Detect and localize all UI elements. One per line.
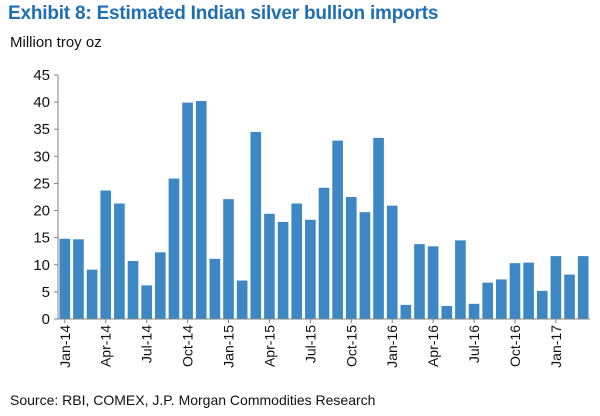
y-tick-label: 40 xyxy=(33,94,50,111)
bar-apr-16 xyxy=(427,246,439,319)
bar-sep-16 xyxy=(496,279,507,319)
x-tick-label: Jan-15 xyxy=(221,325,237,368)
x-tick-label: Jul-16 xyxy=(466,325,482,363)
y-tick-label: 10 xyxy=(33,257,50,274)
y-tick-label: 30 xyxy=(33,148,50,165)
x-tick-label: Apr-15 xyxy=(261,325,277,367)
page-title: Exhibit 8: Estimated Indian silver bulli… xyxy=(8,3,439,24)
bar-dec-16 xyxy=(536,290,548,319)
source-note: Source: RBI, COMEX, J.P. Morgan Commodit… xyxy=(10,392,376,408)
y-tick-label: 20 xyxy=(33,203,50,220)
bar-aug-15 xyxy=(318,187,330,319)
x-tick-label: Apr-14 xyxy=(98,325,114,367)
bar-sep-15 xyxy=(332,140,343,319)
bar-jan-17 xyxy=(550,256,562,319)
y-tick-label: 35 xyxy=(33,121,50,138)
bar-feb-15 xyxy=(236,280,248,319)
y-axis-label: Million troy oz xyxy=(10,34,102,51)
bar-feb-17 xyxy=(564,274,575,319)
bar-jun-14 xyxy=(127,260,139,319)
bar-mar-14 xyxy=(86,269,98,319)
bar-nov-16 xyxy=(523,262,534,319)
x-tick-label: Jan-14 xyxy=(57,325,73,368)
bar-feb-16 xyxy=(400,304,412,319)
bar-sep-14 xyxy=(168,178,180,319)
x-tick-label: Apr-16 xyxy=(425,325,441,367)
x-tick-label: Jul-14 xyxy=(139,325,155,363)
y-tick-label: 5 xyxy=(42,284,50,301)
bar-jan-14 xyxy=(59,238,71,319)
x-tick-label: Jan-17 xyxy=(548,325,564,368)
x-tick-label: Oct-16 xyxy=(507,325,523,367)
bar-apr-15 xyxy=(264,213,275,319)
bar-oct-14 xyxy=(182,102,193,320)
bar-mar-17 xyxy=(577,256,589,319)
bar-jul-16 xyxy=(468,303,480,319)
y-tick-label: 45 xyxy=(33,67,50,84)
bar-apr-14 xyxy=(100,190,112,319)
y-tick-label: 25 xyxy=(33,175,50,192)
bar-dec-15 xyxy=(373,137,384,319)
bar-may-16 xyxy=(441,305,453,319)
bar-jan-15 xyxy=(223,199,234,319)
bar-jan-16 xyxy=(386,205,398,319)
bar-oct-15 xyxy=(345,197,357,319)
y-axis-ticks: 0 5 10 15 20 25 30 35 40 45 xyxy=(33,67,58,328)
bar-dec-14 xyxy=(209,258,221,319)
bar-jun-16 xyxy=(455,240,466,319)
y-tick-label: 15 xyxy=(33,230,50,247)
bar-nov-15 xyxy=(359,212,371,319)
x-tick-label: Oct-15 xyxy=(343,325,359,367)
bar-jul-14 xyxy=(141,285,152,319)
bar-may-15 xyxy=(277,221,289,319)
bar-aug-14 xyxy=(154,252,166,319)
bar-oct-16 xyxy=(509,263,521,319)
y-tick-label: 0 xyxy=(42,311,50,328)
bar-series xyxy=(59,101,589,320)
bar-aug-16 xyxy=(482,282,494,319)
bar-jun-15 xyxy=(291,203,303,319)
bar-jul-15 xyxy=(305,219,316,319)
bar-feb-14 xyxy=(73,239,84,319)
x-tick-label: Oct-14 xyxy=(180,325,196,367)
bar-nov-14 xyxy=(195,101,207,319)
x-tick-label: Jul-15 xyxy=(302,325,318,363)
x-tick-label: Jan-16 xyxy=(384,325,400,368)
x-axis-ticks: Jan-14 Apr-14 Jul-14 Oct-14 Jan-15 Apr-15 Jul-… xyxy=(57,319,564,368)
bar-mar-15 xyxy=(250,131,262,319)
bar-may-14 xyxy=(114,203,125,319)
bar-mar-16 xyxy=(414,244,425,319)
